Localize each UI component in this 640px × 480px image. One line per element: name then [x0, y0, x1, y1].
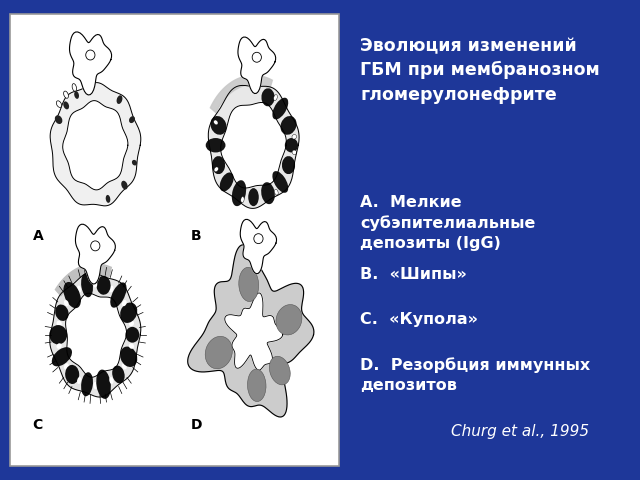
Ellipse shape [63, 91, 68, 98]
Polygon shape [50, 273, 141, 397]
Text: Эволюция изменений
ГБМ при мембранозном
гломерулонефрите: Эволюция изменений ГБМ при мембранозном … [360, 37, 600, 104]
Ellipse shape [110, 282, 127, 308]
Ellipse shape [205, 336, 232, 369]
Ellipse shape [77, 286, 81, 292]
Ellipse shape [214, 167, 218, 172]
Ellipse shape [93, 280, 97, 288]
Ellipse shape [232, 180, 246, 206]
Text: C.  «Купола»: C. «Купола» [360, 312, 478, 327]
Ellipse shape [106, 195, 110, 203]
Ellipse shape [211, 116, 227, 135]
Ellipse shape [292, 150, 297, 155]
Ellipse shape [64, 363, 68, 370]
Ellipse shape [125, 327, 140, 343]
Polygon shape [221, 103, 286, 188]
Ellipse shape [273, 171, 288, 193]
Ellipse shape [109, 377, 113, 384]
Ellipse shape [129, 116, 135, 123]
Ellipse shape [49, 325, 67, 345]
Ellipse shape [248, 188, 259, 206]
Ellipse shape [52, 347, 72, 366]
Ellipse shape [81, 273, 93, 297]
Ellipse shape [248, 369, 266, 402]
Text: D.  Резорбция иммунных
депозитов: D. Резорбция иммунных депозитов [360, 357, 591, 393]
Ellipse shape [55, 115, 62, 124]
Ellipse shape [120, 347, 138, 367]
Ellipse shape [252, 52, 261, 62]
Polygon shape [240, 219, 276, 274]
Ellipse shape [122, 363, 127, 370]
Ellipse shape [212, 156, 225, 174]
Ellipse shape [56, 321, 61, 326]
Ellipse shape [220, 172, 234, 192]
Text: B: B [191, 229, 202, 243]
Ellipse shape [81, 372, 93, 396]
Text: A: A [33, 229, 44, 243]
Ellipse shape [239, 267, 259, 301]
Text: Churg et al., 1995: Churg et al., 1995 [451, 423, 589, 439]
Ellipse shape [55, 304, 68, 321]
Ellipse shape [65, 365, 79, 384]
Ellipse shape [81, 79, 86, 87]
Ellipse shape [276, 304, 302, 335]
Ellipse shape [74, 91, 79, 99]
Ellipse shape [129, 321, 134, 326]
Ellipse shape [77, 377, 81, 384]
Ellipse shape [285, 138, 298, 153]
Ellipse shape [86, 84, 92, 95]
Text: B.  «Шипы»: B. «Шипы» [360, 267, 467, 282]
Ellipse shape [214, 120, 218, 125]
Text: A.  Мелкие
субэпителиальные
депозиты (IgG): A. Мелкие субэпителиальные депозиты (IgG… [360, 195, 536, 251]
Ellipse shape [274, 95, 277, 100]
Ellipse shape [109, 286, 113, 292]
Ellipse shape [280, 116, 296, 135]
Polygon shape [63, 101, 128, 190]
Ellipse shape [205, 138, 225, 153]
Polygon shape [76, 224, 115, 284]
Ellipse shape [269, 356, 290, 385]
Ellipse shape [292, 134, 296, 139]
Polygon shape [211, 75, 272, 113]
Ellipse shape [72, 84, 77, 91]
Ellipse shape [63, 282, 81, 308]
Ellipse shape [97, 276, 111, 295]
Polygon shape [225, 293, 283, 370]
Polygon shape [70, 32, 111, 95]
Ellipse shape [241, 196, 244, 203]
Ellipse shape [261, 88, 275, 107]
Ellipse shape [129, 343, 134, 349]
Polygon shape [238, 37, 276, 94]
Ellipse shape [116, 95, 122, 104]
Ellipse shape [112, 366, 125, 384]
Ellipse shape [91, 241, 100, 251]
Ellipse shape [56, 101, 61, 108]
Ellipse shape [132, 160, 137, 166]
Ellipse shape [86, 50, 95, 60]
Ellipse shape [254, 234, 263, 244]
Ellipse shape [122, 300, 127, 306]
Text: D: D [191, 418, 202, 432]
Polygon shape [56, 264, 111, 296]
Polygon shape [50, 83, 141, 206]
Ellipse shape [56, 343, 61, 349]
Ellipse shape [120, 302, 138, 323]
Ellipse shape [64, 300, 68, 306]
Polygon shape [65, 293, 127, 377]
Ellipse shape [93, 382, 97, 389]
Ellipse shape [261, 182, 275, 204]
Ellipse shape [273, 98, 288, 120]
FancyBboxPatch shape [10, 14, 339, 466]
Ellipse shape [121, 181, 127, 190]
Polygon shape [188, 245, 314, 417]
Polygon shape [208, 85, 299, 208]
Text: C: C [33, 418, 43, 432]
Ellipse shape [96, 370, 111, 399]
Ellipse shape [282, 156, 295, 174]
Ellipse shape [275, 189, 278, 195]
Ellipse shape [63, 101, 69, 109]
